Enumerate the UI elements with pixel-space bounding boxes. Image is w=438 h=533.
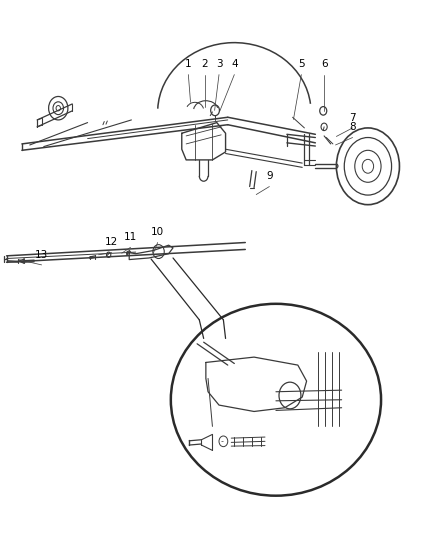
Text: 7: 7 — [349, 112, 356, 123]
Circle shape — [321, 123, 327, 131]
Text: 5: 5 — [298, 59, 305, 69]
Text: 2: 2 — [201, 59, 208, 69]
Text: 13: 13 — [35, 249, 48, 260]
Text: 10: 10 — [151, 227, 164, 237]
Text: 4: 4 — [231, 59, 238, 69]
Text: 3: 3 — [215, 59, 223, 69]
Text: 12: 12 — [105, 237, 118, 247]
Text: 9: 9 — [266, 171, 273, 181]
Text: 1: 1 — [185, 59, 192, 69]
Text: 11: 11 — [124, 232, 137, 242]
Text: 6: 6 — [321, 59, 328, 69]
Text: 8: 8 — [349, 122, 356, 132]
Circle shape — [320, 107, 327, 115]
